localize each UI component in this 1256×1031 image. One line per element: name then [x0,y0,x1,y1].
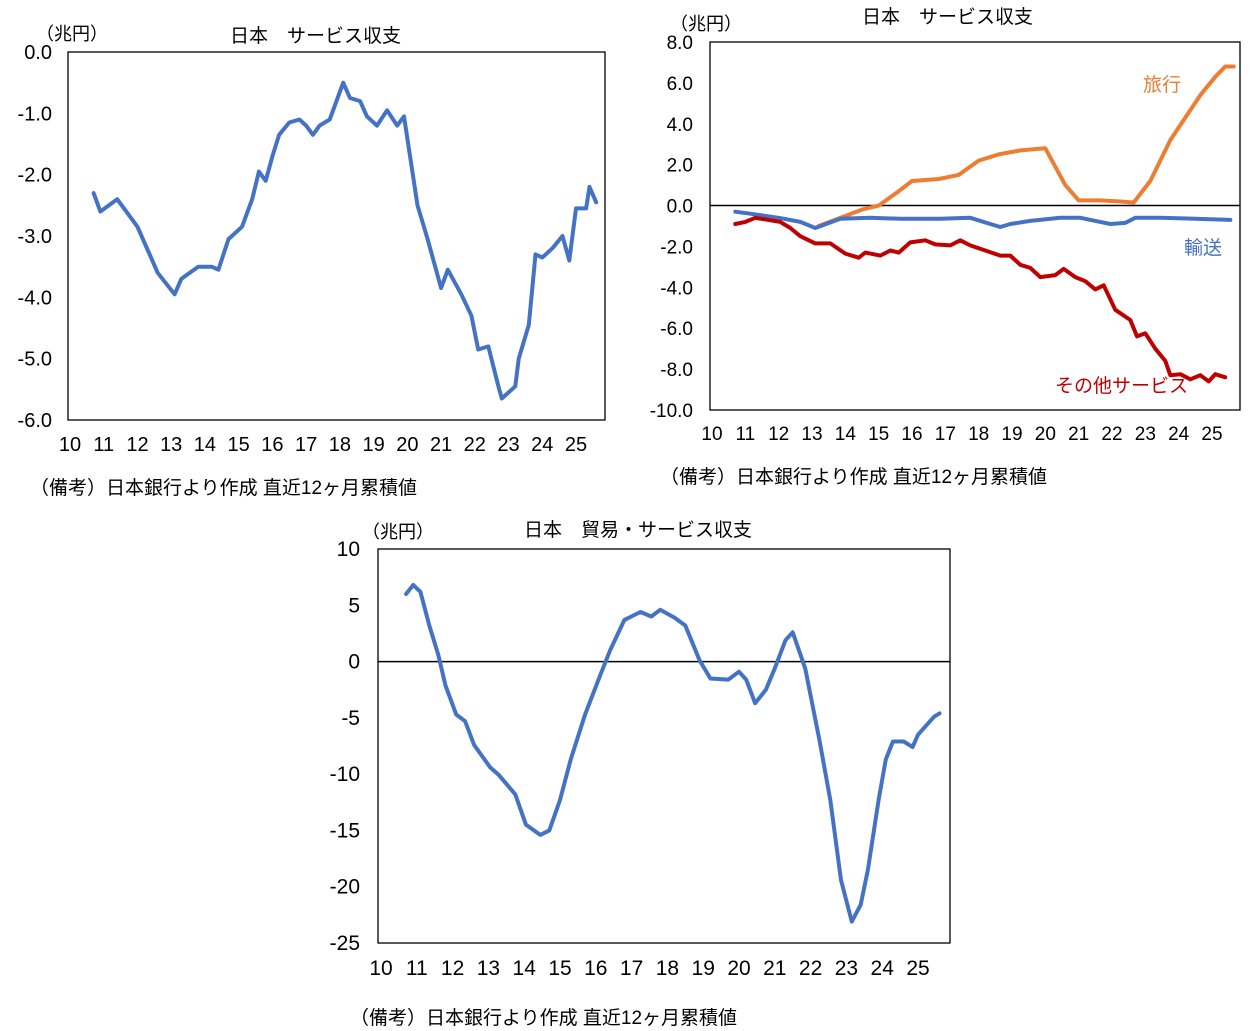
y-tick-label: -3.0 [18,226,52,248]
y-tick-label: 6.0 [667,74,693,95]
series-line-0 [404,583,942,924]
chart-note: （備考）日本銀行より作成 直近12ヶ月累積値 [660,467,1048,488]
chart-1-plot: 8.0 6.0 4.0 2.0 0.0 -2.0 -4.0 -6.0 -8.0 -10.0 10 11… [650,33,1241,445]
y-tick-label: 5 [348,594,360,617]
x-tick-label: 25 [1201,424,1222,445]
y-tick-label: 8.0 [667,33,693,54]
x-tick-label: 17 [295,434,317,456]
x-tick-label: 24 [531,434,553,456]
chart-title: 日本 サービス収支 [862,7,1034,28]
x-tick-label: 15 [228,434,250,456]
x-tick-label: 21 [763,957,786,980]
y-tick-label: -1.0 [18,103,52,125]
y-unit-label: （兆円） [36,24,108,44]
x-tick-label: 11 [93,434,114,456]
x-tick-label: 18 [329,434,351,456]
x-tick-label: 14 [513,957,537,980]
chart-2-plot: 10 5 0 -5 -10 -15 -20 -25 10 11 12 13 14 15 16 17 18 19 20… [330,538,951,980]
series-line-2 [733,215,1228,384]
x-tick-label: 17 [935,424,956,445]
y-tick-label: -15 [330,819,360,842]
plot-area-frame [67,51,606,421]
chart-title: 日本 サービス収支 [230,26,402,47]
y-tick-label: -4.0 [660,278,693,299]
plot-area-frame [709,41,1241,411]
x-tick-label: 18 [968,424,989,445]
y-tick-label: -6.0 [660,319,693,340]
y-tick-label: 2.0 [667,156,693,177]
x-tick-label: 15 [868,424,889,445]
x-tick-label: 10 [369,957,392,980]
series-line-0 [91,80,599,401]
y-tick-label: -5.0 [18,349,52,371]
x-tick-label: 17 [620,957,643,980]
y-tick-label: -20 [330,876,360,899]
x-tick-label: 22 [464,434,486,456]
x-tick-label: 16 [261,434,283,456]
y-tick-label: -2.0 [660,237,693,258]
x-tick-label: 20 [1035,424,1056,445]
x-tick-label: 21 [1068,424,1089,445]
x-tick-label: 10 [59,434,81,456]
y-tick-label: -10 [330,763,360,786]
x-tick-label: 25 [906,957,929,980]
x-tick-label: 14 [835,424,857,445]
x-tick-label: 12 [126,434,148,456]
y-tick-label: -6.0 [18,410,52,432]
x-tick-label: 12 [768,424,789,445]
x-tick-label: 15 [548,957,571,980]
series-label-transport: 輸送 [1184,238,1223,259]
series-line-0 [816,64,1236,228]
y-tick-label: 10 [337,538,360,561]
y-tick-label: -10.0 [650,401,693,422]
x-tick-label: 18 [656,957,679,980]
series-label-other-services: その他サービス [1055,376,1189,397]
y-tick-label: -5 [341,707,360,730]
x-tick-label: 19 [692,957,715,980]
x-tick-label: 14 [194,434,216,456]
y-tick-label: -25 [330,932,360,955]
x-tick-label: 22 [1101,424,1122,445]
y-unit-label: （兆円） [362,522,434,542]
y-tick-label: 0.0 [24,42,52,64]
y-tick-label: 0 [348,651,360,674]
y-tick-label: -2.0 [18,165,52,187]
series-line-1 [733,209,1233,230]
x-tick-label: 10 [701,424,722,445]
x-tick-label: 12 [441,957,464,980]
x-tick-label: 16 [901,424,922,445]
x-tick-label: 25 [565,434,587,456]
x-tick-label: 11 [406,957,428,980]
chart-note: （備考）日本銀行より作成 直近12ヶ月累積値 [350,1008,738,1029]
series-label-travel: 旅行 [1143,75,1182,96]
y-tick-label: -4.0 [18,287,52,309]
y-tick-label: 0.0 [667,197,693,218]
x-tick-label: 23 [497,434,519,456]
x-tick-label: 24 [1168,424,1190,445]
x-tick-label: 11 [735,424,755,445]
x-tick-label: 13 [477,957,500,980]
x-tick-label: 23 [1135,424,1156,445]
y-tick-label: -8.0 [660,360,693,381]
x-tick-label: 23 [835,957,858,980]
x-tick-label: 22 [799,957,822,980]
y-tick-label: 4.0 [667,115,693,136]
x-tick-label: 21 [430,434,452,456]
x-tick-label: 19 [1001,424,1022,445]
plot-area-frame [377,548,951,944]
x-tick-label: 20 [396,434,418,456]
x-tick-label: 13 [160,434,182,456]
x-tick-label: 24 [871,957,895,980]
chart-note: （備考）日本銀行より作成 直近12ヶ月累積値 [30,478,418,499]
x-tick-label: 19 [362,434,384,456]
x-tick-label: 20 [727,957,750,980]
chart-0-plot: 0.0 -1.0 -2.0 -3.0 -4.0 -5.0 -6.0 10 11 12 13 14 15 1… [18,42,606,456]
x-tick-label: 13 [801,424,822,445]
x-tick-label: 16 [584,957,607,980]
chart-title: 日本 貿易・サービス収支 [524,520,753,541]
y-unit-label: （兆円） [670,14,742,34]
